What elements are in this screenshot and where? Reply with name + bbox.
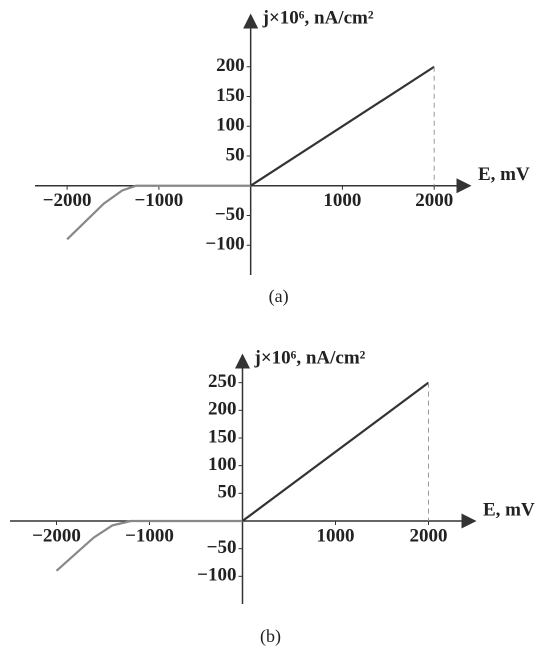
x-tick-label: 2000	[415, 190, 453, 211]
x-tick-label: −2000	[43, 190, 92, 211]
y-tick-label: −50	[207, 537, 237, 558]
caption: (a)	[269, 286, 289, 307]
data-line	[250, 65, 435, 187]
y-tick-label: 200	[208, 399, 237, 420]
y-tick-label: 250	[208, 371, 237, 392]
y-tick-label: 50	[218, 482, 237, 503]
data-line	[55, 519, 243, 572]
y-axis-label: j×10⁶, nA/cm²	[254, 347, 366, 368]
y-axis-label: j×10⁶, nA/cm²	[262, 7, 374, 28]
data-line	[66, 184, 251, 241]
data-line	[241, 381, 430, 522]
y-tick-label: −100	[197, 565, 236, 586]
y-tick-label: 150	[208, 426, 237, 447]
y-tick-label: 200	[216, 55, 245, 76]
x-tick-label: 1000	[317, 525, 355, 546]
y-tick-label: 100	[216, 115, 245, 136]
y-tick-label: −100	[205, 234, 244, 255]
x-tick-label: −1000	[125, 525, 174, 546]
y-tick-label: 150	[216, 85, 245, 106]
x-tick-label: 2000	[410, 525, 448, 546]
x-axis-label: E, mV	[478, 164, 530, 185]
x-tick-label: −2000	[32, 525, 81, 546]
x-tick-label: 1000	[323, 190, 361, 211]
caption: (b)	[260, 626, 281, 647]
y-tick-label: 100	[208, 454, 237, 475]
x-axis-label: E, mV	[483, 499, 535, 520]
y-tick-label: −50	[215, 204, 245, 225]
y-tick-label: 50	[226, 144, 245, 165]
x-tick-label: −1000	[134, 190, 183, 211]
